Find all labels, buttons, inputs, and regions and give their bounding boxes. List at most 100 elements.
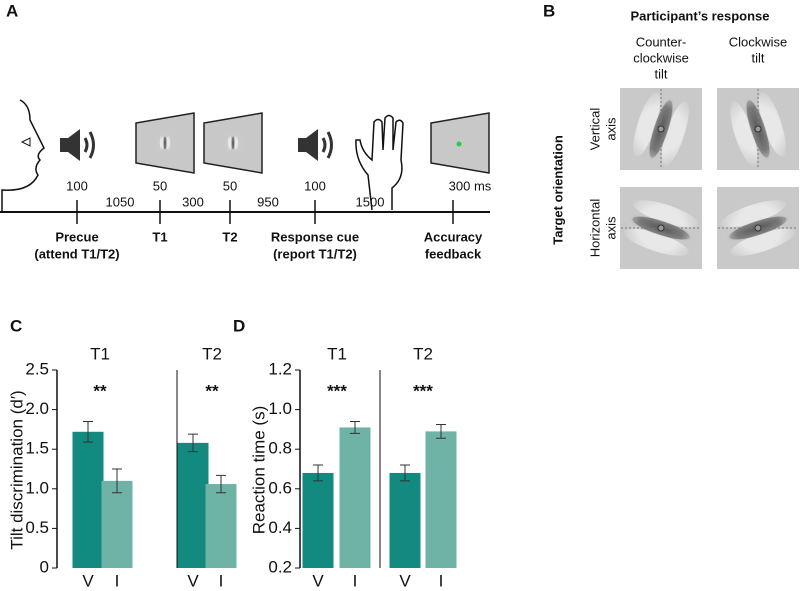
- bar-chart: C Tilt discrimination (d′) 0 0.5 1.0 1.5 2.0 2.…: [7, 316, 237, 590]
- bar: [425, 431, 457, 568]
- duration-label: 300: [182, 194, 204, 209]
- duration-label: 1500: [356, 194, 385, 209]
- column-label: Clockwise: [729, 34, 788, 49]
- fixation: [657, 125, 665, 133]
- x-tick-label: I: [353, 571, 358, 590]
- y-tick-label: 0.2: [268, 557, 292, 576]
- panel-title: Participant’s response: [631, 8, 770, 23]
- duration-label: 300 ms: [449, 178, 492, 193]
- group-title: T1: [90, 344, 110, 363]
- significance: **: [205, 381, 219, 400]
- bar: [205, 484, 237, 568]
- row-title: Target orientation: [550, 135, 565, 245]
- y-tick-label: 1.0: [25, 478, 49, 497]
- panel-b: B Participant’s response Target orientat…: [543, 1, 799, 269]
- x-tick-label: I: [115, 571, 120, 590]
- y-tick-label: 2.0: [25, 399, 49, 418]
- panel-label: A: [6, 1, 18, 20]
- bar: [302, 472, 334, 568]
- row-label: axis: [603, 117, 618, 141]
- feedback-dot: [456, 141, 462, 147]
- y-axis-label: Tilt discrimination (d′): [7, 390, 26, 549]
- gabor-inner: [717, 88, 799, 170]
- x-tick-label: V: [312, 571, 324, 590]
- fixation: [657, 224, 665, 232]
- y-tick-label: 0.5: [25, 518, 49, 537]
- significance: **: [93, 381, 107, 400]
- event-label: T1: [152, 229, 167, 244]
- column-label: tilt: [655, 66, 668, 81]
- row-label: Horizontal: [587, 199, 602, 258]
- event-label: Response cue: [271, 229, 359, 244]
- error-bar: [400, 464, 410, 482]
- event-label: Precue: [55, 229, 98, 244]
- error-bar: [188, 433, 198, 453]
- group-title: T2: [202, 344, 222, 363]
- gabor-stimulus: [717, 88, 799, 170]
- gabor-stimulus: [620, 187, 702, 269]
- fixation: [754, 125, 762, 133]
- error-bar: [436, 423, 446, 439]
- error-bar: [216, 474, 226, 494]
- y-tick-label: 0.6: [268, 478, 292, 497]
- group-title: T2: [413, 344, 433, 363]
- event-label: T2: [222, 229, 237, 244]
- y-axis-label: Reaction time (s): [249, 406, 268, 534]
- event-label: Accuracy: [424, 229, 483, 244]
- y-tick-label: 1.5: [25, 439, 49, 458]
- column-label: Counter-: [636, 34, 687, 49]
- gabor-stimulus: [717, 187, 799, 269]
- y-tick-label: 2.5: [25, 359, 49, 378]
- gabor-inner: [717, 187, 799, 269]
- duration-label: 950: [257, 194, 279, 209]
- x-tick-label: V: [82, 571, 94, 590]
- error-bar: [83, 420, 93, 443]
- bar-chart: D Reaction time (s) 0.2 0.4 0.6 0.8 1.0 1.2 T1 **…: [233, 316, 457, 590]
- x-tick-label: I: [219, 571, 224, 590]
- error-bar: [313, 464, 323, 482]
- panel-label: D: [233, 316, 245, 335]
- speaker-icon: [296, 127, 333, 163]
- significance: ***: [413, 381, 433, 400]
- x-tick-label: V: [187, 571, 199, 590]
- y-tick-label: 0.4: [268, 518, 292, 537]
- row-label: Vertical: [587, 108, 602, 151]
- row-label: axis: [603, 216, 618, 240]
- duration-label: 100: [66, 178, 88, 193]
- duration-label: 100: [304, 178, 326, 193]
- bar: [389, 472, 421, 568]
- face-icon: [1, 99, 45, 212]
- bar: [101, 480, 133, 568]
- fixation: [754, 224, 762, 232]
- x-tick-label: I: [439, 571, 444, 590]
- event-label: (report T1/T2): [273, 246, 357, 261]
- panel-label: C: [10, 316, 22, 335]
- event-label: feedback: [425, 246, 482, 261]
- significance: ***: [327, 381, 347, 400]
- column-label: clockwise: [633, 50, 689, 65]
- gabor-icon: [155, 133, 175, 153]
- gabor-stimulus: [620, 88, 702, 170]
- bar: [72, 431, 104, 568]
- hand-icon: [355, 114, 404, 211]
- column-label: tilt: [752, 50, 765, 65]
- bar: [177, 442, 209, 568]
- bar: [339, 427, 371, 568]
- group-title: T1: [327, 344, 347, 363]
- event-label: (attend T1/T2): [34, 246, 119, 261]
- y-tick-label: 1.0: [268, 399, 292, 418]
- duration-label: 50: [223, 178, 237, 193]
- error-bar: [112, 468, 122, 494]
- x-tick-label: V: [399, 571, 411, 590]
- panel-a: A Precue (attend T1/T2) T1 T2 Response cue (r…: [0, 1, 492, 261]
- duration-label: 1050: [106, 194, 135, 209]
- gabor-icon: [223, 133, 243, 153]
- y-tick-label: 0: [40, 557, 49, 576]
- y-tick-label: 1.2: [268, 359, 292, 378]
- eye-icon: [20, 137, 31, 147]
- duration-label: 50: [153, 178, 167, 193]
- panel-label: B: [543, 1, 555, 20]
- y-tick-label: 0.8: [268, 439, 292, 458]
- error-bar: [350, 420, 360, 434]
